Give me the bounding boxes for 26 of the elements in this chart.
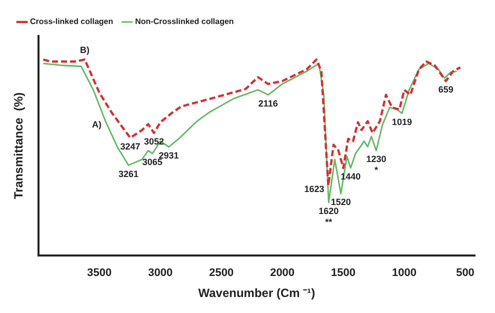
x-tick-label: 2000 [270,267,295,280]
annotation: 3065 [142,157,162,168]
annotation: 3247 [120,141,140,152]
annotation: ** [325,216,333,227]
x-axis-title: Wavenumber (Cm ⁻¹) [198,286,316,300]
annotation: 1520 [330,197,351,208]
annotation: B) [80,44,90,55]
annotation: 659 [438,84,454,95]
annotation: 2116 [258,98,278,108]
x-tick-label: 2500 [209,267,234,280]
annotation: 1019 [392,116,412,127]
legend-label: Non-Crosslinked collagen [135,17,234,26]
x-tick-label: 1500 [331,267,356,280]
y-axis-title: Transmittance (%) [12,92,26,200]
annotation: 3052 [144,136,164,146]
annotation: 1620 [318,206,339,216]
legend-label: Cross-linked collagen [30,17,114,26]
annotation: 1230 [366,154,386,164]
annotation: A) [92,120,102,130]
x-tick-label: 1000 [392,267,417,280]
annotation: 3261 [118,168,139,179]
annotation: * [374,165,378,176]
x-tick-label: 3500 [87,267,112,280]
x-tick-label: 500 [456,267,474,280]
annotation: 1623 [304,184,324,194]
x-tick-label: 3000 [148,267,173,280]
